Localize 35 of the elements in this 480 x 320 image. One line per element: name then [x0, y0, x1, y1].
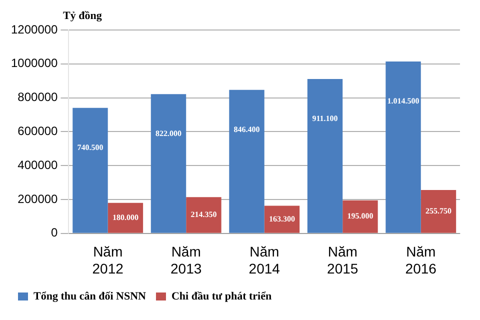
x-tick-label: Năm 2015 — [327, 244, 358, 276]
bar — [229, 90, 264, 233]
data-label: 255.750 — [425, 206, 452, 216]
bar — [72, 108, 108, 233]
bar — [420, 190, 456, 233]
legend-label: Tổng thu cân đối NSNN — [34, 290, 146, 302]
data-label: 180.000 — [112, 212, 138, 222]
bar — [150, 94, 186, 233]
x-tick-label: Năm 2016 — [405, 244, 437, 276]
bar — [307, 78, 343, 233]
data-label: 846.400 — [234, 125, 260, 134]
legend-label: Chi đầu tư phát triển — [171, 290, 272, 302]
y-tick-label: 600000 — [18, 124, 58, 138]
data-label: 163.300 — [268, 214, 295, 224]
x-tick-label: Năm 2014 — [248, 244, 280, 276]
y-tick-label: 1000000 — [11, 56, 58, 70]
data-label: 1.014.500 — [387, 96, 420, 106]
y-axis-title: Tỷ đồng — [63, 10, 102, 22]
data-label: 214.350 — [190, 210, 217, 220]
bar — [108, 202, 144, 233]
data-label: 822.000 — [155, 129, 182, 138]
data-label: 911.100 — [312, 114, 338, 124]
y-tick-label: 800000 — [18, 90, 58, 104]
x-tick-label: Năm 2013 — [170, 244, 202, 276]
data-label: 195.000 — [347, 212, 374, 221]
bar — [386, 61, 421, 233]
x-tick-label: Năm 2012 — [92, 244, 124, 276]
bar — [264, 206, 300, 233]
y-tick-label: 400000 — [18, 158, 58, 172]
y-tick-label: 0 — [51, 226, 58, 240]
y-tick-label: 200000 — [18, 192, 58, 206]
bar — [186, 197, 222, 233]
y-tick-label: 1200000 — [11, 22, 58, 36]
data-label: 740.500 — [77, 142, 104, 152]
bar — [342, 200, 378, 233]
